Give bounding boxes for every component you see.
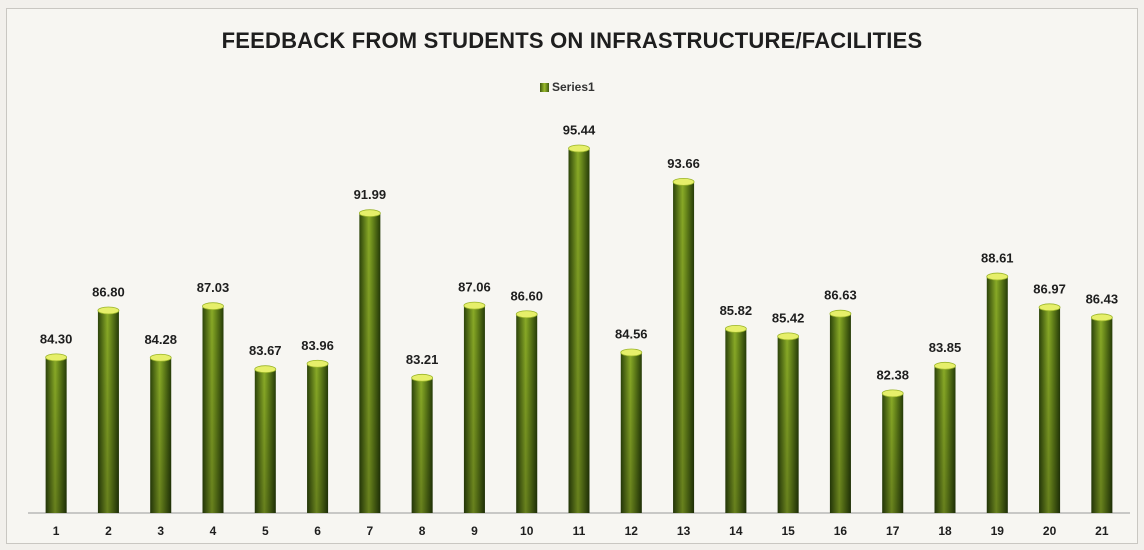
- data-label-4: 87.03: [197, 280, 230, 295]
- data-label-12: 84.56: [615, 327, 648, 342]
- bar-shade-7: [359, 213, 381, 513]
- bar-cap-2: [97, 306, 120, 315]
- x-tick-label-12: 12: [625, 524, 639, 538]
- x-tick-label-2: 2: [105, 524, 112, 538]
- bar-cap-7: [358, 209, 381, 218]
- bar-shade-18: [934, 365, 956, 513]
- bar-shade-17: [882, 393, 904, 513]
- data-label-2: 86.80: [92, 285, 125, 300]
- bar-cap-12: [620, 348, 643, 357]
- bar-shade-9: [463, 305, 485, 513]
- bar-shade-20: [1039, 307, 1061, 513]
- bar-shade-16: [829, 313, 851, 513]
- bar-cap-15: [777, 332, 800, 341]
- bar-shade-2: [97, 310, 119, 513]
- data-label-8: 83.21: [406, 352, 439, 367]
- bar-cap-6: [306, 359, 329, 368]
- bar-cap-1: [45, 353, 68, 362]
- x-tick-label-18: 18: [938, 524, 952, 538]
- bar-shade-8: [411, 377, 433, 513]
- x-tick-label-9: 9: [471, 524, 478, 538]
- legend-swatch: [540, 83, 549, 92]
- bar-cap-9: [463, 301, 486, 310]
- bar-cap-10: [515, 310, 538, 319]
- x-tick-label-14: 14: [729, 524, 743, 538]
- x-tick-label-20: 20: [1043, 524, 1057, 538]
- data-label-6: 83.96: [301, 338, 334, 353]
- chart-title: FEEDBACK FROM STUDENTS ON INFRASTRUCTURE…: [221, 28, 923, 53]
- bar-shade-10: [516, 314, 538, 513]
- bar-shade-19: [986, 276, 1008, 513]
- bar-shade-5: [254, 369, 276, 513]
- legend: Series1: [540, 80, 595, 94]
- bar-cap-14: [724, 324, 747, 333]
- bar-shade-15: [777, 336, 799, 513]
- bar-shade-14: [725, 328, 747, 513]
- x-tick-label-11: 11: [573, 524, 586, 538]
- x-tick-label-17: 17: [886, 524, 900, 538]
- legend-label: Series1: [552, 80, 595, 94]
- data-label-14: 85.82: [720, 303, 753, 318]
- x-tick-label-13: 13: [677, 524, 691, 538]
- data-label-21: 86.43: [1086, 291, 1119, 306]
- x-tick-label-3: 3: [157, 524, 164, 538]
- bar-cap-18: [934, 361, 956, 370]
- bar-shade-21: [1091, 317, 1113, 513]
- bar-cap-20: [1038, 303, 1061, 312]
- bar-cap-21: [1090, 313, 1113, 322]
- x-tick-label-15: 15: [781, 524, 795, 538]
- bar-shade-3: [150, 357, 172, 513]
- data-label-9: 87.06: [458, 280, 491, 295]
- data-label-10: 86.60: [510, 288, 543, 303]
- data-label-18: 83.85: [929, 340, 962, 355]
- data-label-13: 93.66: [667, 156, 700, 171]
- x-tick-label-5: 5: [262, 524, 269, 538]
- bar-cap-16: [829, 309, 852, 318]
- x-tick-label-21: 21: [1095, 524, 1109, 538]
- data-label-11: 95.44: [563, 123, 596, 138]
- bar-shade-1: [45, 357, 67, 513]
- bar-cap-13: [672, 177, 695, 186]
- x-tick-label-19: 19: [991, 524, 1005, 538]
- data-label-5: 83.67: [249, 343, 282, 358]
- data-label-3: 84.28: [144, 332, 177, 347]
- data-label-15: 85.42: [772, 310, 805, 325]
- data-label-20: 86.97: [1033, 281, 1066, 296]
- data-label-19: 88.61: [981, 251, 1014, 266]
- bar-cap-11: [568, 144, 590, 153]
- x-tick-label-7: 7: [367, 524, 374, 538]
- bar-cap-5: [254, 365, 277, 374]
- data-label-17: 82.38: [876, 367, 909, 382]
- bar-cap-8: [411, 373, 434, 382]
- x-tick-label-1: 1: [53, 524, 60, 538]
- bar-cap-17: [881, 389, 904, 398]
- x-tick-label-16: 16: [834, 524, 848, 538]
- x-tick-label-10: 10: [520, 524, 534, 538]
- bar-shade-13: [673, 181, 695, 513]
- data-label-1: 84.30: [40, 331, 73, 346]
- bar-shade-4: [202, 306, 224, 513]
- data-label-7: 91.99: [354, 187, 387, 202]
- bar-cap-4: [202, 302, 224, 311]
- x-tick-label-6: 6: [314, 524, 321, 538]
- data-label-16: 86.63: [824, 288, 857, 303]
- bar-shade-11: [568, 148, 590, 513]
- x-tick-label-4: 4: [210, 524, 217, 538]
- bar-shade-12: [620, 352, 642, 513]
- bar-cap-19: [986, 272, 1009, 281]
- bar-cap-3: [149, 353, 172, 362]
- x-tick-label-8: 8: [419, 524, 426, 538]
- bar-shade-6: [307, 363, 329, 513]
